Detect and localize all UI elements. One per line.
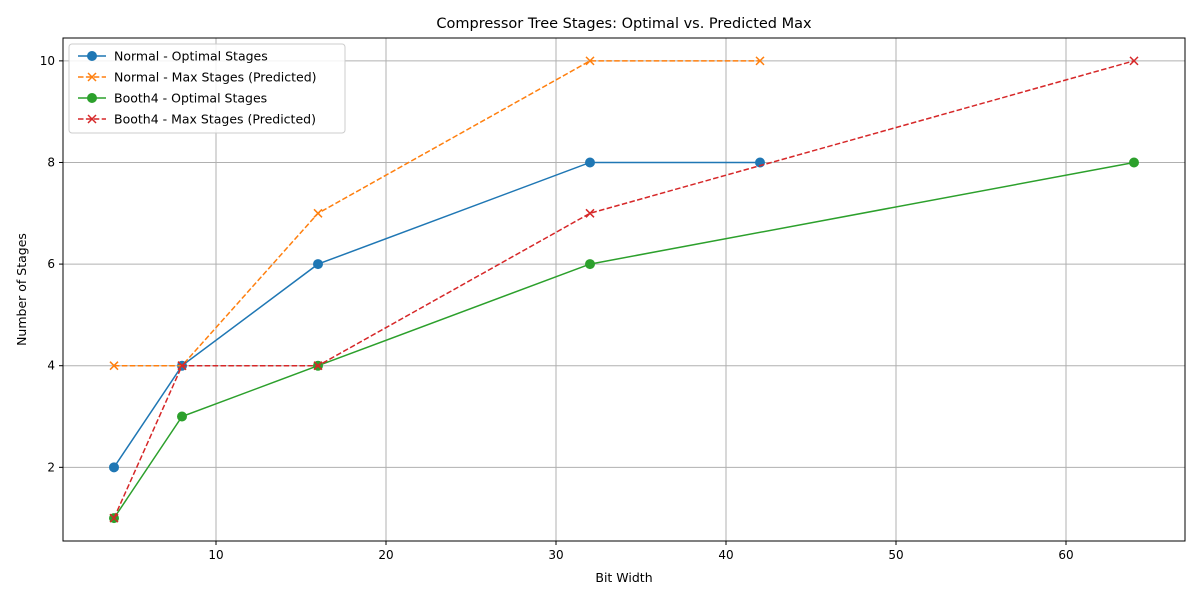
legend-item-booth4-max-stages-predicted: Booth4 - Max Stages (Predicted) xyxy=(78,112,316,127)
x-marker-stroke xyxy=(109,361,119,371)
x-axis-label: Bit Width xyxy=(595,570,652,585)
x-marker-stroke xyxy=(313,361,323,371)
x-marker-stroke xyxy=(87,72,97,82)
data-point-normal-optimal-stages xyxy=(585,157,595,168)
y-tick-label: 6 xyxy=(47,257,55,271)
x-marker-stroke xyxy=(87,114,97,124)
legend-marker xyxy=(87,93,97,103)
data-point-normal-optimal-stages xyxy=(109,462,119,473)
x-marker-stroke xyxy=(177,361,187,371)
legend: Normal - Optimal Stages Normal - Max Stag… xyxy=(68,43,346,134)
data-point-normal-max-stages-predicted xyxy=(109,361,119,371)
x-tick-label: 40 xyxy=(718,548,733,562)
legend-marker xyxy=(87,51,97,61)
plot-frame xyxy=(62,37,1186,542)
y-tick-label: 8 xyxy=(47,155,55,169)
data-point-normal-max-stages-predicted xyxy=(585,56,595,66)
y-tick-label: 4 xyxy=(47,359,55,373)
series-layer xyxy=(109,56,1139,524)
x-tick-label: 60 xyxy=(1058,548,1073,562)
data-point-booth4-optimal-stages xyxy=(1129,157,1139,168)
data-point-booth4-max-stages-predicted xyxy=(1129,56,1139,66)
y-tick-label: 10 xyxy=(40,54,55,68)
data-point-normal-max-stages-predicted xyxy=(755,56,765,66)
x-marker-stroke xyxy=(109,513,119,523)
data-point-normal-max-stages-predicted xyxy=(313,208,323,218)
series-line-booth4-optimal-stages xyxy=(113,161,1135,519)
y-axis-label: Number of Stages xyxy=(14,233,29,346)
x-tick-label: 50 xyxy=(888,548,903,562)
x-marker-stroke xyxy=(313,208,323,218)
series-line-normal-optimal-stages xyxy=(113,161,760,468)
legend-box xyxy=(68,43,346,134)
x-marker-stroke xyxy=(755,56,765,66)
data-point-booth4-max-stages-predicted xyxy=(109,513,119,523)
x-marker-stroke xyxy=(585,208,595,218)
legend-label: Normal - Optimal Stages xyxy=(114,49,268,64)
data-point-booth4-optimal-stages xyxy=(585,259,595,270)
x-marker-stroke xyxy=(1129,56,1139,66)
series-booth4-max-stages-predicted xyxy=(109,56,1139,523)
legend-item-normal-optimal-stages: Normal - Optimal Stages xyxy=(78,49,268,64)
data-point-booth4-max-stages-predicted xyxy=(177,361,187,371)
data-point-booth4-max-stages-predicted xyxy=(313,361,323,371)
x-tick-label: 20 xyxy=(378,548,393,562)
legend-label: Booth4 - Optimal Stages xyxy=(114,91,267,106)
y-tick-label: 2 xyxy=(47,460,55,474)
x-marker-stroke xyxy=(585,56,595,66)
legend-label: Booth4 - Max Stages (Predicted) xyxy=(114,112,316,127)
series-booth4-optimal-stages xyxy=(109,157,1139,524)
x-tick-label: 10 xyxy=(208,548,223,562)
legend-marker xyxy=(87,72,97,82)
chart-title: Compressor Tree Stages: Optimal vs. Pred… xyxy=(436,16,812,32)
x-tick-label: 30 xyxy=(548,548,563,562)
legend-marker xyxy=(87,114,97,124)
legend-item-normal-max-stages-predicted: Normal - Max Stages (Predicted) xyxy=(78,70,317,85)
legend-item-booth4-optimal-stages: Booth4 - Optimal Stages xyxy=(78,91,267,106)
axis-ticks: 10 20 30 40 50 60 2 4 6 8 10 xyxy=(40,54,1074,562)
series-normal-optimal-stages xyxy=(109,157,765,473)
data-point-normal-optimal-stages xyxy=(313,259,323,270)
legend-label: Normal - Max Stages (Predicted) xyxy=(114,70,317,85)
data-point-booth4-optimal-stages xyxy=(177,411,187,422)
data-point-booth4-max-stages-predicted xyxy=(585,208,595,218)
